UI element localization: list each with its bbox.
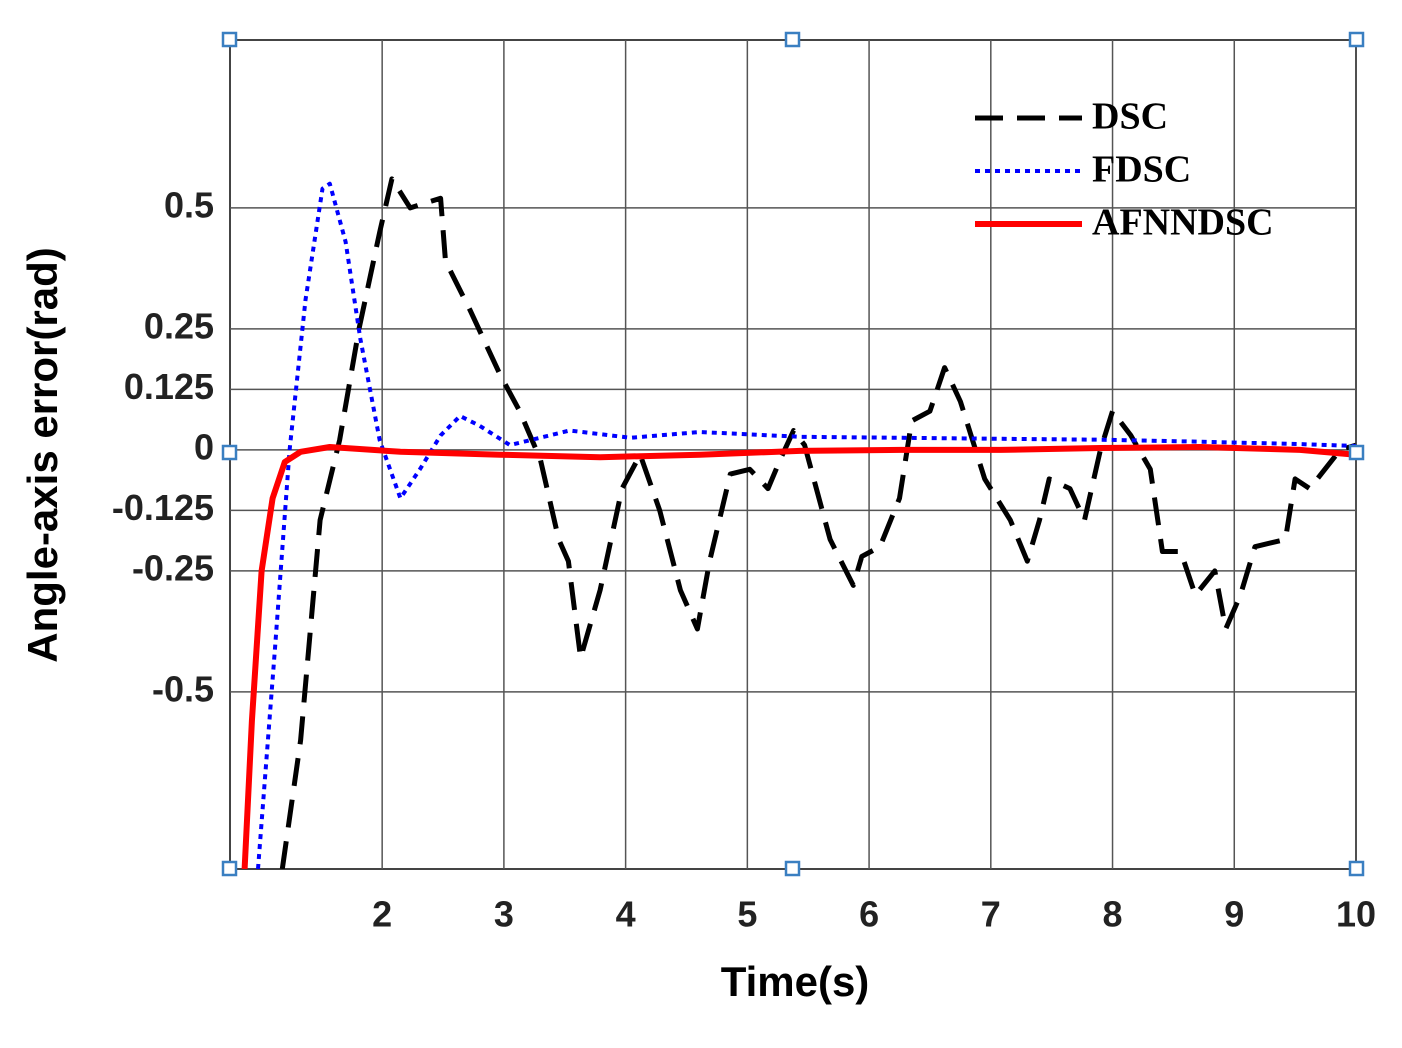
y-axis-label: Angle-axis error(rad): [19, 247, 66, 662]
y-tick-label: -0.5: [152, 668, 214, 709]
legend-label: FDSC: [1092, 149, 1191, 191]
series-line: [279, 176, 1356, 869]
x-tick-label: 6: [859, 894, 879, 935]
selection-handles: [221, 31, 1365, 877]
legend-label: AFNNDSC: [1092, 202, 1274, 244]
x-tick-label: 8: [1103, 894, 1123, 935]
x-tick-label: 3: [494, 894, 514, 935]
x-tick-label: 7: [981, 894, 1001, 935]
x-tick-label: 9: [1224, 894, 1244, 935]
x-tick-label: 10: [1336, 894, 1376, 935]
x-tick-label: 5: [737, 894, 757, 935]
x-tick-label: 2: [372, 894, 392, 935]
x-tick-label: 4: [616, 894, 636, 935]
y-tick-label: 0: [194, 426, 214, 467]
y-tick-label: 0.125: [124, 366, 214, 407]
series-line: [256, 181, 1356, 869]
y-tick-label: 0.5: [164, 184, 214, 225]
y-tick-label: 0.25: [144, 305, 214, 346]
y-tick-label: -0.125: [112, 487, 214, 528]
y-tick-label: -0.25: [132, 547, 214, 588]
series-line: [241, 444, 1356, 869]
legend-label: DSC: [1092, 96, 1168, 138]
x-axis-label: Time(s): [721, 958, 870, 1005]
